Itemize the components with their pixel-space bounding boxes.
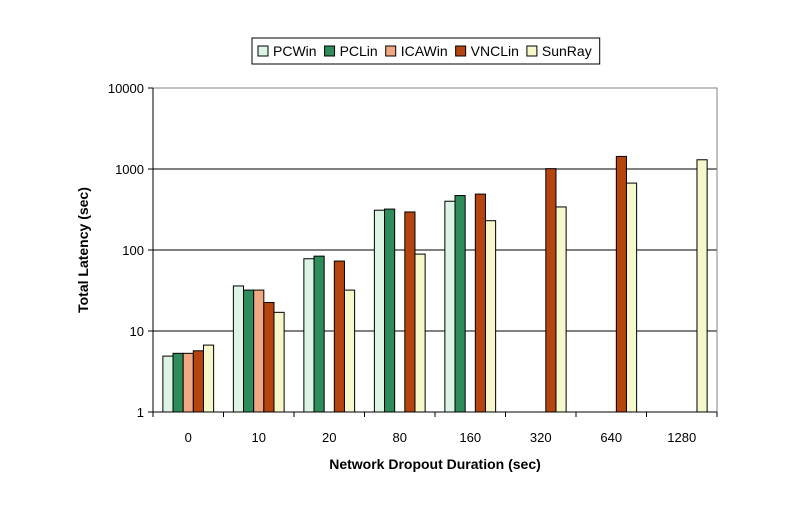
bar-vnclin-10 xyxy=(263,301,275,413)
x-tick-label: 160 xyxy=(459,430,481,445)
bar-icawin-10 xyxy=(253,289,265,413)
bar-pcwin-10 xyxy=(232,285,245,413)
bar-pcwin-80 xyxy=(373,209,386,413)
legend-label-vnclin: VNCLin xyxy=(471,43,519,59)
x-tick-label: 320 xyxy=(530,430,552,445)
bar-icawin-0 xyxy=(182,352,194,413)
y-tick-label: 10 xyxy=(130,324,144,339)
y-axis-title: Total Latency (sec) xyxy=(75,187,91,313)
legend-box xyxy=(251,37,601,65)
bar-vnclin-0 xyxy=(192,350,204,413)
legend-swatch-sunray xyxy=(526,45,538,57)
x-tick-label: 20 xyxy=(322,430,336,445)
legend-label-pclin: PCLin xyxy=(340,43,378,59)
bar-pclin-160 xyxy=(454,195,466,413)
bar-pclin-0 xyxy=(172,352,184,413)
y-tick-label: 1 xyxy=(137,405,144,420)
legend-swatch-vnclin xyxy=(455,45,467,57)
bar-sunray-80 xyxy=(414,253,426,413)
x-tick-label: 80 xyxy=(393,430,407,445)
x-tick-label: 640 xyxy=(600,430,622,445)
legend: PCWin PCLin ICAWin VNCLin SunRay xyxy=(251,37,601,65)
y-tick-label: 100 xyxy=(122,243,144,258)
bar-sunray-20 xyxy=(343,289,356,413)
legend-swatch-icawin xyxy=(385,45,397,57)
bar-pclin-80 xyxy=(384,208,396,413)
x-axis-title: Network Dropout Duration (sec) xyxy=(329,456,541,472)
bar-vnclin-80 xyxy=(404,211,416,413)
bar-pcwin-160 xyxy=(444,200,456,413)
bar-pcwin-20 xyxy=(303,258,315,413)
legend-label-icawin: ICAWin xyxy=(401,43,448,59)
axes: 1 10 100 1000 10000 0 10 20 80 160 320 640 1280 xyxy=(108,81,718,445)
y-tick-label: 10000 xyxy=(108,81,144,96)
x-tick-label: 10 xyxy=(252,430,266,445)
y-tick-label: 1000 xyxy=(115,162,144,177)
legend-swatch-pclin xyxy=(324,45,336,57)
legend-swatch-pcwin xyxy=(257,45,269,57)
legend-label-pcwin: PCWin xyxy=(273,43,317,59)
bar-sunray-320 xyxy=(555,206,567,413)
bar-pclin-10 xyxy=(243,289,255,413)
bar-vnclin-320 xyxy=(545,168,557,413)
bar-vnclin-160 xyxy=(474,193,486,413)
bar-sunray-10 xyxy=(273,311,285,413)
bar-sunray-640 xyxy=(625,182,638,413)
bar-sunray-160 xyxy=(484,220,497,413)
x-tick-label: 0 xyxy=(185,430,192,445)
legend-label-sunray: SunRay xyxy=(542,43,592,59)
bar-vnclin-640 xyxy=(615,155,627,413)
bar-pclin-20 xyxy=(313,255,325,413)
bar-sunray-1280 xyxy=(696,159,708,413)
bars xyxy=(162,155,708,413)
bar-pcwin-0 xyxy=(162,355,174,413)
x-tick-label: 1280 xyxy=(667,430,696,445)
bar-vnclin-20 xyxy=(333,260,345,413)
bar-sunray-0 xyxy=(202,344,215,413)
